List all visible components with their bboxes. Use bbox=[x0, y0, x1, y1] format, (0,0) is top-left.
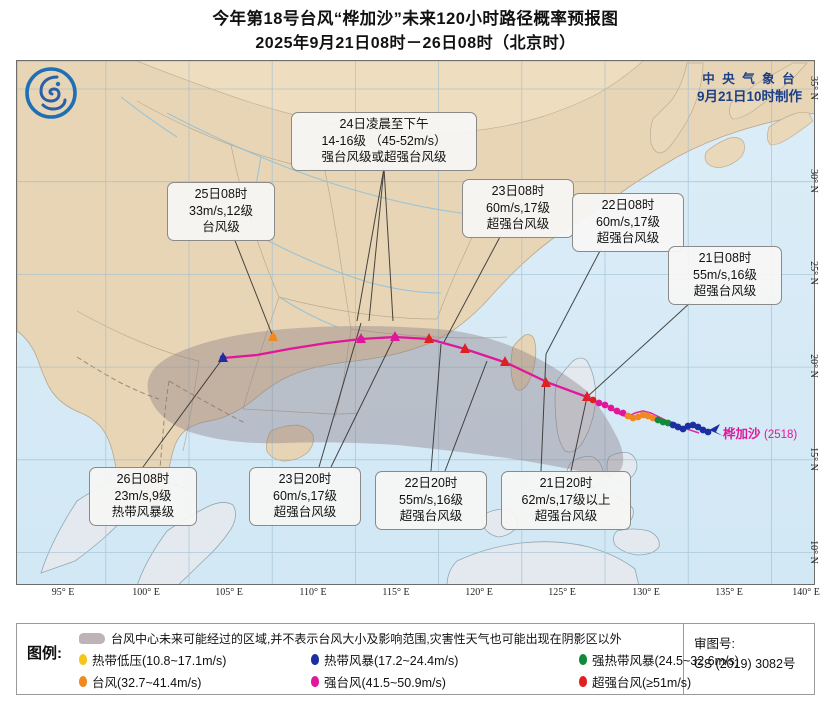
legend-cone-note: 台风中心未来可能经过的区域,并不表示台风大小及影响范围,灾害性天气也可能出现在阴… bbox=[111, 632, 622, 646]
legend-cone-note-row: 台风中心未来可能经过的区域,并不表示台风大小及影响范围,灾害性天气也可能出现在阴… bbox=[79, 630, 622, 647]
callout-25day-line1: 25日08时 bbox=[194, 187, 248, 201]
callout-22day08-line1: 22日08时 bbox=[601, 198, 655, 212]
callout-22day08-line2: 60m/s,17级 bbox=[596, 214, 660, 229]
ytick-5: 35° N bbox=[808, 76, 819, 100]
severe-typhoon-dot-icon bbox=[311, 676, 319, 687]
cma-credit: 中 央 气 象 台 9月21日10时制作 bbox=[697, 71, 802, 106]
ytick-2: 20° N bbox=[808, 354, 819, 378]
cma-dragon-logo bbox=[25, 67, 77, 119]
title-line-2: 2025年9月21日08时－26日08时（北京时） bbox=[255, 34, 576, 52]
xtick-3: 110° E bbox=[299, 587, 327, 598]
legend: 图例: 台风中心未来可能经过的区域,并不表示台风大小及影响范围,灾害性天气也可能… bbox=[16, 623, 815, 695]
cma-organization: 中 央 气 象 台 bbox=[702, 72, 797, 86]
callout-21day-0800[interactable]: 21日08时 55m/s,16级 超强台风级 bbox=[668, 246, 782, 305]
callout-24day[interactable]: 24日凌晨至下午 14-16级 （45-52m/s） 强台风级或超强台风级 bbox=[291, 112, 477, 171]
track-and-cone-layer bbox=[142, 167, 723, 477]
typhoon-dot-icon bbox=[79, 676, 87, 687]
callout-24day-line2: 14-16级 （45-52m/s） bbox=[321, 133, 447, 148]
xtick-8: 135° E bbox=[715, 587, 743, 598]
xtick-4: 115° E bbox=[382, 587, 410, 598]
legend-item-severe-tropical-storm: 强热带风暴(24.5~32.6m/s) bbox=[579, 650, 739, 669]
legend-label-5: 超强台风(≥51m/s) bbox=[592, 676, 692, 690]
xtick-1: 100° E bbox=[132, 587, 160, 598]
ytick-4: 30° N bbox=[808, 169, 819, 193]
severe-tropical-storm-dot-icon bbox=[579, 654, 587, 665]
approval-number: GS (2019) 3082号 bbox=[694, 657, 796, 671]
callout-23day20-line1: 23日20时 bbox=[278, 472, 332, 486]
ytick-0: 10° N bbox=[808, 540, 819, 564]
xtick-7: 130° E bbox=[632, 587, 660, 598]
callout-25day-0800[interactable]: 25日08时 33m/s,12级 台风级 bbox=[167, 182, 275, 241]
callout-22day20-line2: 55m/s,16级 bbox=[399, 492, 463, 507]
ytick-3: 25° N bbox=[808, 261, 819, 285]
legend-label-3: 台风(32.7~41.4m/s) bbox=[92, 676, 202, 690]
tropical-storm-dot-icon bbox=[311, 654, 319, 665]
callout-23day08-line1: 23日08时 bbox=[491, 184, 545, 198]
callout-leader-lines bbox=[142, 167, 692, 472]
legend-label-0: 热带低压(10.8~17.1m/s) bbox=[92, 654, 227, 668]
cma-produced-time: 9月21日10时制作 bbox=[696, 88, 802, 104]
callout-23day08-line3: 超强台风级 bbox=[486, 217, 550, 231]
callout-23day-0800[interactable]: 23日08时 60m/s,17级 超强台风级 bbox=[462, 179, 574, 238]
typhoon-name-marker bbox=[709, 424, 723, 436]
callout-23day-2000[interactable]: 23日20时 60m/s,17级 超强台风级 bbox=[249, 467, 361, 526]
callout-23day20-line2: 60m/s,17级 bbox=[273, 488, 337, 503]
callout-25day-line3: 台风级 bbox=[202, 220, 240, 234]
callout-21day08-line2: 55m/s,16级 bbox=[693, 267, 757, 282]
ytick-1: 15° N bbox=[808, 447, 819, 471]
callout-23day20-line3: 超强台风级 bbox=[273, 505, 337, 519]
legend-item-tropical-depression: 热带低压(10.8~17.1m/s) bbox=[79, 650, 311, 669]
callout-22day20-line3: 超强台风级 bbox=[399, 509, 463, 523]
callout-22day08-line3: 超强台风级 bbox=[596, 231, 660, 245]
xtick-0: 95° E bbox=[51, 587, 75, 598]
forecast-track-points bbox=[218, 331, 592, 401]
legend-title: 图例: bbox=[27, 645, 62, 662]
legend-item-super-typhoon: 超强台风(≥51m/s) bbox=[579, 672, 739, 691]
forecast-map[interactable]: 中 央 气 象 台 9月21日10时制作 24日凌晨至下午 14-16级 （45… bbox=[16, 60, 815, 585]
approval-number-box: 审图号: GS (2019) 3082号 bbox=[683, 624, 814, 694]
legend-categories: 热带低压(10.8~17.1m/s) 热带风暴(17.2~24.4m/s) 强热… bbox=[79, 650, 739, 691]
callout-21day08-line3: 超强台风级 bbox=[693, 284, 757, 298]
legend-item-tropical-storm: 热带风暴(17.2~24.4m/s) bbox=[311, 650, 579, 669]
probability-cone bbox=[147, 326, 624, 477]
callout-24day-line3: 强台风级或超强台风级 bbox=[321, 150, 447, 164]
callout-26day-line3: 热带风暴级 bbox=[111, 505, 175, 519]
xtick-6: 125° E bbox=[548, 587, 576, 598]
callout-21day20-line3: 超强台风级 bbox=[534, 509, 598, 523]
callout-21day20-line1: 21日20时 bbox=[539, 476, 593, 490]
callout-22day-0800[interactable]: 22日08时 60m/s,17级 超强台风级 bbox=[572, 193, 684, 252]
xtick-5: 120° E bbox=[465, 587, 493, 598]
legend-item-severe-typhoon: 强台风(41.5~50.9m/s) bbox=[311, 672, 579, 691]
callout-21day08-line1: 21日08时 bbox=[698, 251, 752, 265]
legend-label-4: 强台风(41.5~50.9m/s) bbox=[324, 676, 446, 690]
legend-item-typhoon: 台风(32.7~41.4m/s) bbox=[79, 672, 311, 691]
callout-22day20-line1: 22日20时 bbox=[404, 476, 458, 490]
callout-21day20-line2: 62m/s,17级以上 bbox=[521, 492, 611, 507]
cone-swatch-icon bbox=[79, 633, 105, 644]
legend-label-1: 热带风暴(17.2~24.4m/s) bbox=[324, 654, 459, 668]
typhoon-code-text: (2518) bbox=[764, 429, 798, 441]
legend-label-2: 强热带风暴(24.5~32.6m/s) bbox=[592, 654, 739, 668]
xtick-2: 105° E bbox=[215, 587, 243, 598]
typhoon-name-text: 桦加沙 bbox=[723, 427, 761, 441]
tropical-depression-dot-icon bbox=[79, 654, 87, 665]
approval-label: 审图号: bbox=[694, 637, 735, 651]
callout-26day-line2: 23m/s,9级 bbox=[114, 488, 172, 503]
title-line-1: 今年第18号台风“桦加沙”未来120小时路径概率预报图 bbox=[212, 10, 619, 28]
page-title: 今年第18号台风“桦加沙”未来120小时路径概率预报图 2025年9月21日08… bbox=[0, 8, 831, 55]
xtick-9: 140° E bbox=[792, 587, 820, 598]
super-typhoon-dot-icon bbox=[579, 676, 587, 687]
callout-23day08-line2: 60m/s,17级 bbox=[486, 200, 550, 215]
callout-26day-0800[interactable]: 26日08时 23m/s,9级 热带风暴级 bbox=[89, 467, 197, 526]
callout-24day-line1: 24日凌晨至下午 bbox=[339, 117, 429, 131]
callout-26day-line1: 26日08时 bbox=[116, 472, 170, 486]
longitude-axis: 95° E 100° E 105° E 110° E 115° E 120° E… bbox=[16, 585, 820, 607]
callout-21day-2000[interactable]: 21日20时 62m/s,17级以上 超强台风级 bbox=[501, 471, 631, 530]
callout-25day-line2: 33m/s,12级 bbox=[189, 203, 253, 218]
observed-track-points bbox=[589, 396, 712, 436]
callout-22day-2000[interactable]: 22日20时 55m/s,16级 超强台风级 bbox=[375, 471, 487, 530]
typhoon-name-label: 桦加沙 (2518) bbox=[723, 423, 797, 442]
latitude-axis: 10° N 15° N 20° N 25° N 30° N 35° N bbox=[800, 60, 831, 585]
